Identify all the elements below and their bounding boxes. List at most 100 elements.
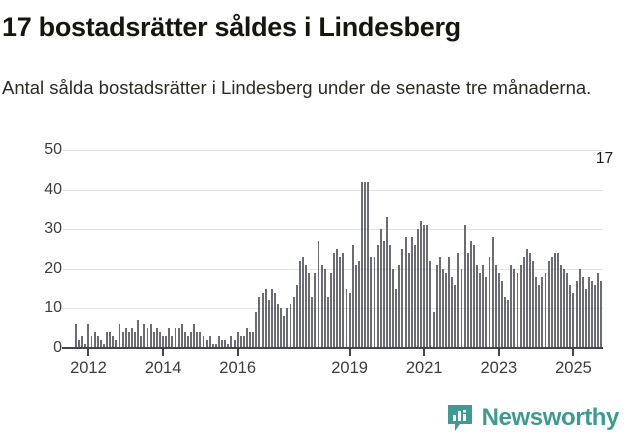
bar (379, 229, 382, 348)
bar (112, 336, 115, 348)
bar (581, 276, 584, 348)
bar (364, 181, 367, 348)
bar (578, 268, 581, 348)
bar-chart-speech-bubble-icon (447, 405, 472, 431)
bar (597, 272, 600, 348)
x-axis-tick-label: 2016 (219, 359, 257, 377)
bar (451, 276, 454, 348)
bar (438, 256, 441, 348)
bar (224, 340, 227, 348)
bar (429, 260, 432, 348)
bar (305, 264, 308, 348)
bar (528, 252, 531, 348)
bar (165, 336, 168, 348)
y-axis-tick-label: 40 (44, 180, 62, 198)
bar (566, 272, 569, 348)
bar (572, 292, 575, 348)
bar (329, 272, 332, 348)
bar (264, 288, 267, 348)
bar (103, 344, 105, 348)
gridline (62, 268, 603, 270)
bar (168, 328, 171, 348)
bar (441, 268, 444, 348)
page-title: 17 bostadsrätter såldes i Lindesberg (2, 12, 461, 42)
bar (463, 225, 466, 348)
bar (124, 328, 127, 348)
bar (205, 340, 208, 348)
bar (426, 225, 429, 348)
bar (90, 336, 93, 348)
bar (314, 272, 317, 348)
bar (162, 336, 164, 348)
bar (336, 249, 339, 348)
bar (333, 252, 335, 348)
bar (308, 272, 311, 348)
bar (317, 241, 320, 348)
bar (140, 336, 143, 348)
bar (538, 284, 541, 348)
y-axis-tick-label: 30 (44, 220, 62, 238)
bar (199, 332, 202, 348)
bar (417, 229, 419, 348)
bar (389, 245, 391, 348)
x-axis-tick-label: 2014 (144, 359, 182, 377)
bar (134, 332, 137, 348)
bar (180, 324, 183, 348)
bar (479, 272, 482, 348)
bar (289, 304, 292, 348)
bar (292, 296, 295, 348)
y-axis-tick-label: 10 (44, 299, 62, 317)
bar (351, 245, 354, 348)
bar (460, 268, 463, 348)
newsworthy-logo: Newsworthy (447, 404, 619, 432)
x-axis-tick (572, 349, 575, 356)
bar (143, 324, 146, 348)
bar (497, 272, 500, 348)
bar (221, 340, 224, 348)
bar (75, 324, 77, 348)
bar (507, 300, 510, 348)
bar (109, 332, 112, 348)
bar (233, 340, 236, 348)
bar (553, 252, 556, 348)
bar (118, 324, 121, 348)
bar (342, 252, 345, 348)
bar (218, 336, 220, 348)
bar (255, 312, 258, 348)
logo-wordmark: Newsworthy (481, 404, 620, 431)
x-axis-tick-label: 2025 (555, 359, 592, 377)
bar (591, 280, 594, 348)
bar (407, 252, 410, 348)
bar (208, 336, 211, 348)
bar (560, 264, 562, 348)
bar (398, 264, 401, 348)
gridline (62, 189, 603, 191)
bar (504, 296, 507, 348)
bar (348, 292, 351, 348)
bar (395, 288, 398, 348)
bar (473, 245, 475, 348)
bar (311, 296, 314, 348)
bar (121, 332, 124, 348)
x-axis-tick-label: 2012 (70, 359, 107, 377)
bar (339, 256, 342, 348)
bar (323, 268, 326, 348)
bar (96, 336, 99, 348)
bar (258, 296, 261, 348)
bar (357, 260, 360, 348)
bar (541, 276, 544, 348)
bar (158, 332, 161, 348)
bar (550, 256, 553, 348)
bar (513, 268, 516, 348)
bar (594, 284, 597, 348)
bar (286, 308, 289, 348)
bar (392, 268, 395, 348)
bar (525, 249, 528, 348)
x-axis-tick-label: 2019 (331, 359, 368, 377)
bar (214, 344, 217, 348)
bar (423, 225, 426, 348)
y-axis-tick-label: 0 (53, 339, 62, 356)
bar (535, 276, 538, 348)
bar (277, 304, 280, 348)
bar (230, 336, 233, 348)
